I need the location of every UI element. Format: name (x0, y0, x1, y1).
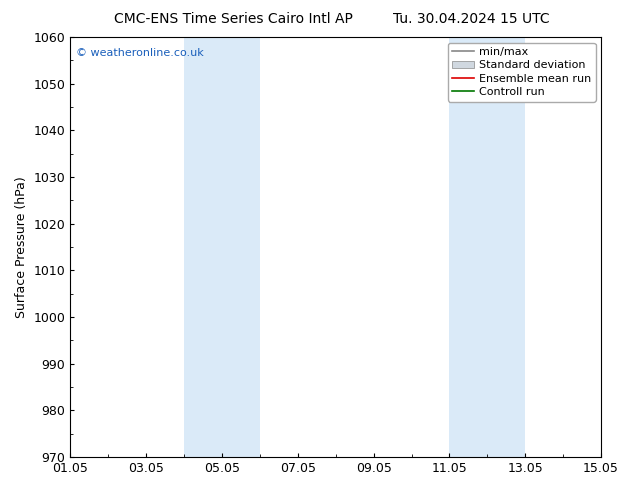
Legend: min/max, Standard deviation, Ensemble mean run, Controll run: min/max, Standard deviation, Ensemble me… (448, 43, 595, 101)
Y-axis label: Surface Pressure (hPa): Surface Pressure (hPa) (15, 176, 28, 318)
Text: CMC-ENS Time Series Cairo Intl AP: CMC-ENS Time Series Cairo Intl AP (114, 12, 353, 26)
Text: Tu. 30.04.2024 15 UTC: Tu. 30.04.2024 15 UTC (393, 12, 550, 26)
Bar (184, 37, 260, 457)
Bar (450, 37, 525, 457)
Text: © weatheronline.co.uk: © weatheronline.co.uk (75, 48, 204, 58)
